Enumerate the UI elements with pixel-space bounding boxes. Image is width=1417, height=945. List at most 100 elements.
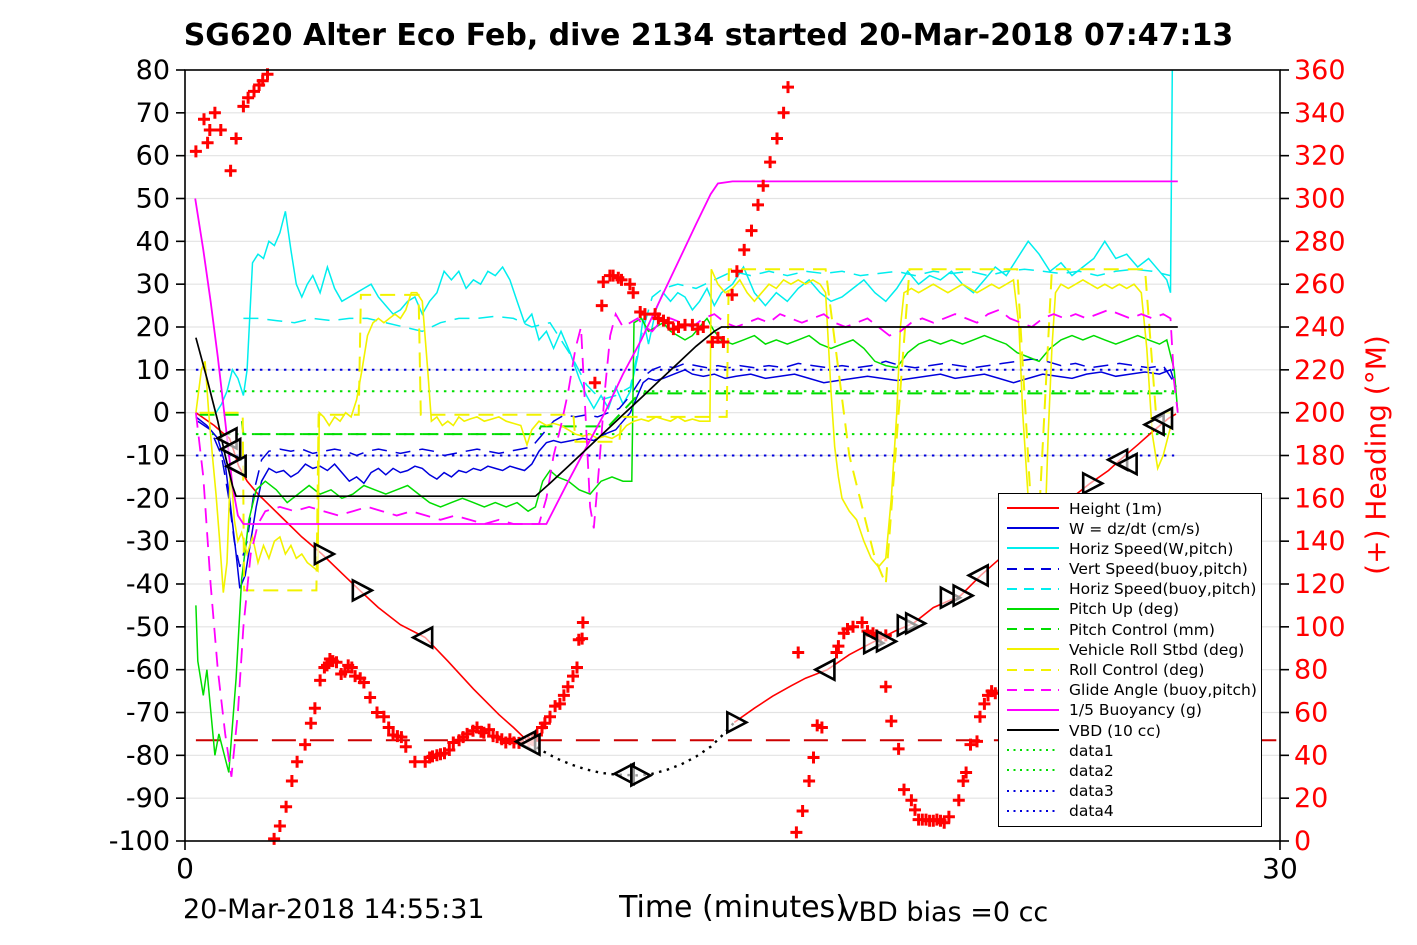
svg-text:50: 50 <box>136 184 170 215</box>
svg-text:40: 40 <box>1294 740 1328 771</box>
legend-entry: W = dz/dt (cm/s) <box>1005 519 1255 538</box>
legend-entry: data4 <box>1005 802 1255 821</box>
legend-line-sample <box>1005 741 1061 760</box>
x-axis-label: Time (minutes) <box>619 890 847 925</box>
legend-entry: Pitch Control (mm) <box>1005 620 1255 639</box>
legend-line-sample <box>1005 701 1061 720</box>
legend-entry: 1/5 Buoyancy (g) <box>1005 701 1255 720</box>
legend-label: Horiz Speed(buoy,pitch) <box>1069 580 1257 599</box>
legend-entry: Height (1m) <box>1005 499 1255 518</box>
svg-text:-30: -30 <box>126 526 170 557</box>
svg-text:220: 220 <box>1294 355 1346 386</box>
legend-label: Vehicle Roll Stbd (deg) <box>1069 640 1245 659</box>
legend-label: Glide Angle (buoy,pitch) <box>1069 681 1257 700</box>
svg-text:320: 320 <box>1294 141 1346 172</box>
svg-text:340: 340 <box>1294 98 1346 129</box>
triangle-marker <box>812 657 836 682</box>
triangle-marker <box>1114 451 1138 477</box>
svg-text:20: 20 <box>1294 783 1328 814</box>
page-title: SG620 Alter Eco Feb, dive 2134 started 2… <box>183 18 1234 53</box>
legend-label: 1/5 Buoyancy (g) <box>1069 701 1202 720</box>
svg-text:-60: -60 <box>126 655 170 686</box>
triangle-marker <box>726 710 750 735</box>
triangle-marker <box>223 454 247 479</box>
legend-label: data4 <box>1069 802 1114 821</box>
right-axis-label: (+) Heading (°M) <box>1359 335 1393 575</box>
triangle-marker <box>1081 471 1105 496</box>
svg-text:80: 80 <box>136 55 170 86</box>
svg-text:200: 200 <box>1294 398 1346 429</box>
triangle-marker <box>875 629 899 654</box>
triangle-marker <box>952 583 976 608</box>
series-horiz-speed-buoy <box>243 268 1171 401</box>
triangle-marker <box>1150 406 1174 431</box>
chart-legend: Height (1m) W = dz/dt (cm/s) Horiz Speed(W… <box>998 493 1262 827</box>
svg-text:40: 40 <box>136 226 170 257</box>
svg-text:10: 10 <box>136 355 170 386</box>
legend-label: data3 <box>1069 782 1114 801</box>
triangle-marker <box>218 436 242 462</box>
legend-entry: VBD (10 cc) <box>1005 721 1255 740</box>
svg-text:-10: -10 <box>126 441 170 472</box>
svg-text:-70: -70 <box>126 698 170 729</box>
legend-line-sample <box>1005 600 1061 619</box>
svg-text:240: 240 <box>1294 312 1346 343</box>
legend-entry: Horiz Speed(buoy,pitch) <box>1005 580 1257 599</box>
left-axis-ticks: -100-90-80-70-60-50-40-30-20-10010203040… <box>109 55 185 857</box>
right-axis-ticks: 0 20 40 60 80 100 120 140 160 180 200 220 240 260 280 3… <box>1280 55 1346 857</box>
svg-text:30: 30 <box>1262 852 1298 885</box>
legend-line-sample <box>1005 761 1061 780</box>
svg-text:-20: -20 <box>126 483 170 514</box>
legend-entry: Roll Control (deg) <box>1005 661 1255 680</box>
legend-line-sample <box>1005 539 1061 558</box>
svg-text:100: 100 <box>1294 612 1346 643</box>
svg-text:300: 300 <box>1294 184 1346 215</box>
svg-text:60: 60 <box>1294 698 1328 729</box>
triangle-marker <box>630 763 654 788</box>
legend-line-sample <box>1005 640 1061 659</box>
legend-label: data1 <box>1069 741 1114 760</box>
legend-line-sample <box>1005 782 1061 801</box>
svg-text:-90: -90 <box>126 783 170 814</box>
legend-line-sample <box>1005 802 1061 821</box>
series-lines <box>194 69 1277 777</box>
legend-entry: Vehicle Roll Stbd (deg) <box>1005 640 1255 659</box>
legend-entry: Vert Speed(buoy,pitch) <box>1005 560 1255 579</box>
svg-text:-40: -40 <box>126 569 170 600</box>
legend-entry: Pitch Up (deg) <box>1005 600 1255 619</box>
gps-fix-timestamp: 20-Mar-2018 14:55:31 <box>183 894 485 925</box>
legend-entry: data2 <box>1005 761 1255 780</box>
legend-entry: data3 <box>1005 782 1255 801</box>
height-markers <box>214 406 1174 788</box>
legend-label: data2 <box>1069 761 1114 780</box>
svg-text:0: 0 <box>153 398 170 429</box>
triangle-marker <box>965 563 990 588</box>
legend-label: W = dz/dt (cm/s) <box>1069 519 1201 538</box>
svg-text:20: 20 <box>136 312 170 343</box>
legend-line-sample <box>1005 620 1061 639</box>
legend-line-sample <box>1005 681 1061 700</box>
triangle-marker <box>351 578 375 603</box>
legend-label: Vert Speed(buoy,pitch) <box>1069 560 1248 579</box>
legend-label: Horiz Speed(W,pitch) <box>1069 539 1234 558</box>
legend-line-sample <box>1005 560 1061 579</box>
legend-label: Pitch Up (deg) <box>1069 600 1180 619</box>
vbd-bias-note: VBD bias =0 cc <box>840 897 1049 928</box>
heading-scatter <box>189 68 1002 845</box>
legend-line-sample <box>1005 499 1061 518</box>
svg-text:160: 160 <box>1294 483 1346 514</box>
svg-text:0: 0 <box>1294 826 1311 857</box>
svg-text:-80: -80 <box>126 740 170 771</box>
series-vert-speed-buoy <box>197 358 1175 568</box>
legend-entry: Horiz Speed(W,pitch) <box>1005 539 1255 558</box>
svg-text:-100: -100 <box>109 826 170 857</box>
triangle-marker <box>939 585 963 610</box>
triangle-marker <box>410 625 434 650</box>
triangle-marker <box>313 541 337 567</box>
legend-label: Pitch Control (mm) <box>1069 620 1215 639</box>
svg-text:120: 120 <box>1294 569 1346 600</box>
legend-line-sample <box>1005 661 1061 680</box>
svg-text:30: 30 <box>136 269 170 300</box>
